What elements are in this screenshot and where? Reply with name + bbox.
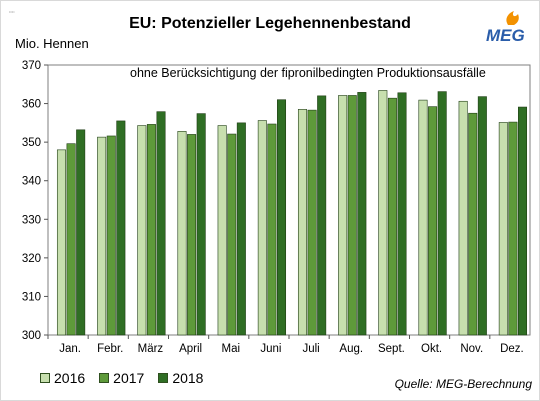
- bar-2016-5: [257, 120, 267, 336]
- legend-label-2016: 2016: [54, 370, 86, 386]
- chart-subtitle: ohne Berücksichtigung der fipronilbeding…: [128, 66, 488, 80]
- x-tick-label: Juli: [302, 343, 319, 355]
- legend-item-2018: 2018: [158, 370, 203, 386]
- bar-2016-2: [137, 125, 147, 336]
- y-tick-label: 350: [22, 137, 41, 149]
- legend-swatch-2018: [158, 373, 169, 383]
- bar-2016-11: [498, 122, 508, 336]
- y-tick-label: 330: [22, 214, 41, 226]
- meg-logo: MEG: [486, 11, 525, 45]
- bar-2016-9: [418, 99, 428, 336]
- bar-2017-7: [347, 95, 357, 336]
- bar-2017-0: [66, 143, 76, 336]
- bar-2018-1: [116, 120, 126, 336]
- bar-2016-7: [338, 95, 348, 336]
- bar-2018-3: [196, 113, 206, 336]
- logo-text: MEG: [486, 26, 525, 45]
- bar-2017-1: [106, 135, 116, 336]
- bar-2018-9: [437, 91, 447, 336]
- x-tick-label: Febr.: [97, 343, 123, 355]
- y-tick-label: 370: [22, 60, 41, 72]
- bar-2016-3: [177, 131, 187, 336]
- x-tick-label: Dez.: [500, 343, 524, 355]
- bar-2017-2: [146, 124, 156, 336]
- legend-item-2016: 2016: [40, 370, 85, 386]
- legend-swatch-2016: [40, 373, 50, 383]
- y-tick-label: 320: [22, 253, 41, 265]
- bar-2018-7: [357, 92, 367, 336]
- y-tick-label: 300: [22, 330, 41, 342]
- legend-swatch-2017: [99, 373, 110, 383]
- legend-label-2017: 2017: [113, 370, 145, 386]
- y-tick-label: 310: [22, 291, 41, 303]
- bar-2018-4: [236, 122, 246, 336]
- x-tick-label: Okt.: [421, 343, 442, 355]
- bar-2017-9: [428, 106, 438, 336]
- y-axis-label: Mio. Hennen: [15, 36, 89, 51]
- x-tick-label: März: [138, 343, 164, 355]
- bar-2017-8: [387, 97, 397, 336]
- bar-2018-8: [397, 92, 407, 336]
- legend: 2016 2017 2018: [40, 370, 203, 386]
- legend-label-2018: 2018: [172, 370, 204, 386]
- x-tick-label: April: [179, 343, 202, 355]
- bar-2017-3: [187, 134, 197, 336]
- bar-2016-1: [97, 136, 107, 336]
- bar-2018-11: [518, 106, 528, 336]
- y-tick-label: 360: [22, 99, 41, 111]
- y-tick-label: 340: [22, 176, 41, 188]
- x-tick-label: Juni: [260, 343, 281, 355]
- bar-2016-8: [378, 90, 388, 336]
- bar-2018-0: [76, 129, 86, 336]
- bar-2018-6: [317, 95, 327, 336]
- x-tick-label: Jan.: [59, 343, 81, 355]
- x-tick-label: Sept.: [378, 343, 405, 355]
- bar-2018-5: [277, 99, 287, 336]
- x-tick-label: Nov.: [460, 343, 483, 355]
- corner-mark: ••••: [9, 9, 15, 14]
- x-tick-label: Aug.: [339, 343, 363, 355]
- bar-2016-4: [217, 125, 227, 336]
- x-tick-label: Mai: [221, 343, 240, 355]
- bar-2016-6: [297, 109, 307, 336]
- source-note: Quelle: MEG-Berechnung: [394, 377, 532, 391]
- bar-2017-5: [267, 123, 277, 336]
- bar-2016-10: [458, 100, 468, 336]
- bar-2017-10: [468, 112, 478, 336]
- bar-2017-6: [307, 109, 317, 336]
- bar-2017-4: [227, 133, 237, 336]
- chart-title: EU: Potenzieller Legehennenbestand: [129, 15, 411, 32]
- bar-2017-11: [508, 121, 518, 336]
- bar-2018-10: [477, 96, 487, 336]
- legend-item-2017: 2017: [99, 370, 144, 386]
- bar-2016-0: [56, 149, 66, 336]
- bar-2018-2: [156, 111, 166, 336]
- logo-flame-icon: [506, 11, 519, 25]
